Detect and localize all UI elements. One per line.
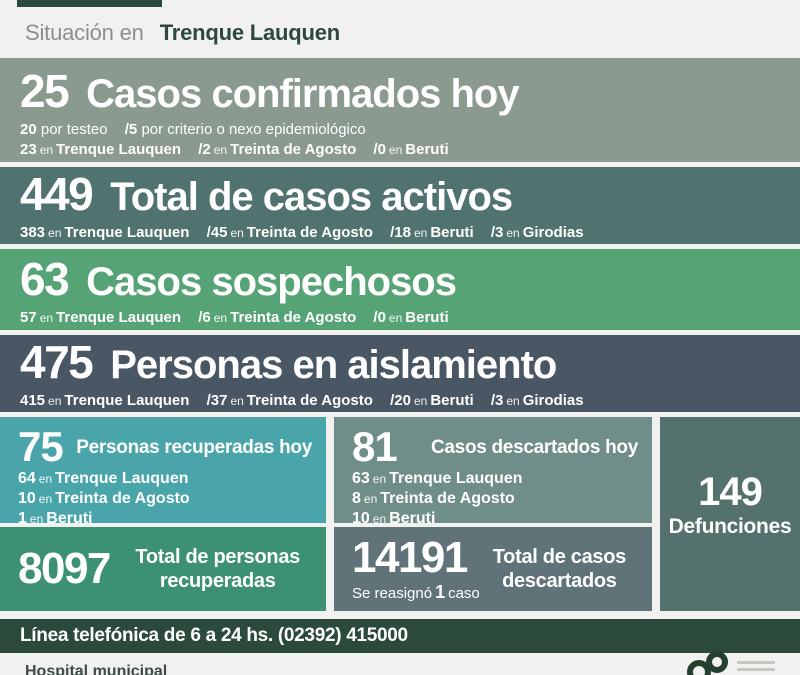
confirmed-count: 25 — [20, 65, 70, 117]
logo-ring-right — [706, 651, 728, 673]
hospital-label: Hospital municipal — [25, 663, 168, 675]
band-isolation-heading: 475 Personas en aislamiento — [20, 337, 800, 390]
total-discarded-left: 14191 Se reasignó 1 caso — [352, 533, 480, 603]
geo-segment: /2 en Treinta de Agosto — [198, 141, 357, 158]
box-recovered-today: 75 Personas recuperadas hoy 64 en Trenque … — [0, 417, 326, 523]
suspected-geo-breakdown: 57 en Trenque Lauquen /6 en Treinta de Agost… — [20, 309, 800, 327]
confirmed-geo-breakdown: 23 en Trenque Lauquen /2 en Treinta de Agost… — [20, 141, 800, 159]
confirmed-method-breakdown: 20 por testeo /5 por criterio o nexo epi… — [20, 121, 800, 139]
top-accent-bar — [17, 0, 162, 7]
geo-segment: 57 en Trenque Lauquen — [20, 309, 182, 326]
phone-line: Línea telefónica de 6 a 24 hs. (02392) 4… — [20, 625, 408, 646]
band-active-cases: 449 Total de casos activos 383 en Trenque … — [0, 167, 800, 244]
reassigned-note: Se reasignó 1 caso — [352, 582, 480, 602]
page-title: Trenque Lauquen — [159, 20, 341, 45]
geo-segment: 415 en Trenque Lauquen — [20, 392, 190, 409]
total-discarded-count: 14191 — [352, 533, 468, 582]
discarded-today-heading: 81 Casos descartados hoy — [352, 425, 638, 469]
active-geo-breakdown: 383 en Trenque Lauquen /45 en Treinta de Ago… — [20, 224, 800, 242]
geo-segment: /20 en Beruti — [390, 392, 474, 409]
geo-segment: /3 en Girodias — [490, 392, 584, 409]
geo-segment: /18 en Beruti — [390, 224, 474, 241]
active-title: Total de casos activos — [110, 175, 513, 219]
total-recovered-title: Total de personas recuperadas — [135, 546, 300, 592]
total-recovered-count: 8097 — [18, 544, 111, 593]
recovered-today-title: Personas recuperadas hoy — [76, 436, 312, 458]
geo-line: 10 en Treinta de Agosto — [18, 490, 190, 507]
geo-segment: 383 en Trenque Lauquen — [20, 224, 190, 241]
band-active-heading: 449 Total de casos activos — [20, 169, 800, 222]
total-discarded-title: Total de casos descartados — [492, 546, 627, 592]
box-total-recovered: 8097 Total de personas recuperadas — [0, 527, 326, 611]
isolation-geo-breakdown: 415 en Trenque Lauquen /37 en Treinta de Ago… — [20, 392, 800, 410]
header-title: Situación en Trenque Lauquen — [0, 0, 800, 46]
method-segment: 20 por testeo — [20, 121, 108, 138]
suspected-title: Casos sospechosos — [86, 260, 457, 304]
band-confirmed-heading: 25 Casos confirmados hoy — [20, 66, 800, 119]
header-prefix: Situación en — [25, 20, 144, 45]
geo-line: 64 en Trenque Lauquen — [18, 470, 189, 487]
band-confirmed-today: 25 Casos confirmados hoy 20 por testeo /… — [0, 58, 800, 162]
geo-segment: /45 en Treinta de Agosto — [206, 224, 373, 241]
bottom-strip: Hospital municipal — [0, 651, 800, 675]
box-deaths: 149 Defunciones — [660, 417, 800, 611]
method-segment: /5 por criterio o nexo epidemiológico — [124, 121, 366, 138]
summary-boxes: 75 Personas recuperadas hoy 64 en Trenque … — [0, 417, 800, 611]
geo-segment: /37 en Treinta de Agosto — [206, 392, 373, 409]
recovered-today-heading: 75 Personas recuperadas hoy — [18, 425, 312, 469]
band-suspected-cases: 63 Casos sospechosos 57 en Trenque Lauquen… — [0, 249, 800, 330]
geo-line: 63 en Trenque Lauquen — [352, 470, 523, 487]
deaths-content: 149 Defunciones — [669, 470, 792, 539]
geo-segment: /0 en Beruti — [373, 141, 449, 158]
recovered-today-count: 75 — [18, 423, 64, 470]
header: Situación en Trenque Lauquen — [0, 0, 800, 58]
suspected-count: 63 — [20, 253, 70, 305]
geo-line: 10 en Beruti — [352, 510, 436, 523]
geo-segment: /6 en Treinta de Agosto — [198, 309, 357, 326]
geo-segment: 23 en Trenque Lauquen — [20, 141, 182, 158]
confirmed-title: Casos confirmados hoy — [86, 72, 519, 116]
discarded-today-count: 81 — [352, 423, 398, 470]
geo-line: 8 en Treinta de Agosto — [352, 490, 515, 507]
active-count: 449 — [20, 168, 94, 220]
municipal-logo-icon — [686, 651, 746, 675]
band-suspected-heading: 63 Casos sospechosos — [20, 254, 800, 307]
isolation-title: Personas en aislamiento — [110, 343, 557, 387]
geo-segment: /0 en Beruti — [373, 309, 449, 326]
geo-segment: /3 en Girodias — [490, 224, 584, 241]
logo-text-placeholder — [737, 661, 775, 675]
box-discarded-today: 81 Casos descartados hoy 63 en Trenque Lau… — [334, 417, 652, 523]
geo-line: 1 en Beruti — [18, 510, 93, 523]
box-total-discarded: 14191 Se reasignó 1 caso Total de casos de… — [334, 527, 652, 611]
isolation-count: 475 — [20, 336, 94, 388]
deaths-label: Defunciones — [668, 514, 792, 538]
discarded-today-title: Casos descartados hoy — [430, 436, 638, 458]
band-isolation: 475 Personas en aislamiento 415 en Trenque… — [0, 335, 800, 412]
deaths-count: 149 — [698, 469, 763, 514]
footer-phone-bar: Línea telefónica de 6 a 24 hs. (02392) 4… — [0, 619, 800, 653]
